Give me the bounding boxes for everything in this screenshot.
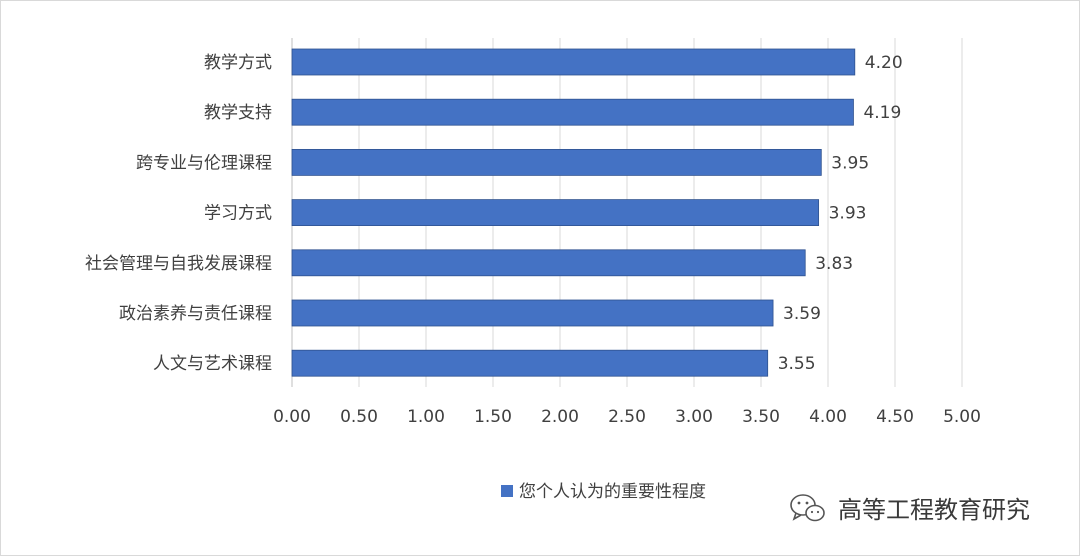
bar: [291, 299, 774, 327]
category-label: 教学支持: [204, 103, 272, 123]
legend-label: 您个人认为的重要性程度: [519, 482, 706, 502]
x-tick-label: 5.00: [943, 407, 981, 427]
x-tick-label: 4.50: [876, 407, 914, 427]
category-label: 学习方式: [204, 204, 272, 224]
category-label: 教学方式: [204, 53, 272, 73]
data-label: 3.59: [783, 304, 821, 324]
x-tick-label: 3.50: [742, 407, 780, 427]
data-label: 3.95: [831, 153, 869, 173]
x-tick-label: 2.50: [608, 407, 646, 427]
bar: [291, 148, 822, 176]
legend: 您个人认为的重要性程度: [501, 482, 706, 502]
bar: [291, 199, 820, 227]
wechat-icon: [790, 494, 825, 522]
category-label: 社会管理与自我发展课程: [85, 254, 272, 274]
data-label: 4.20: [865, 53, 903, 73]
category-label: 政治素养与责任课程: [119, 304, 272, 324]
gridlines: [291, 38, 963, 387]
watermark: 高等工程教育研究: [790, 494, 1030, 524]
category-label: 人文与艺术课程: [153, 354, 272, 374]
legend-swatch: [501, 485, 513, 497]
x-tick-label: 1.00: [407, 407, 445, 427]
bars: [291, 48, 856, 377]
data-label: 3.55: [778, 354, 816, 374]
bar: [291, 98, 854, 126]
bar: [291, 349, 769, 377]
x-tick-label: 0.50: [340, 407, 378, 427]
bar: [291, 249, 806, 277]
x-tick-label: 2.00: [541, 407, 579, 427]
data-labels: 4.20 4.19 3.95 3.93 3.83 3.59 3.55: [778, 53, 903, 374]
bar: [291, 48, 856, 76]
category-label: 跨专业与伦理课程: [136, 153, 272, 173]
data-label: 3.93: [829, 204, 867, 224]
x-tick-label: 0.00: [273, 407, 311, 427]
watermark-text: 高等工程教育研究: [838, 496, 1030, 524]
category-labels: 教学方式教学支持跨专业与伦理课程学习方式社会管理与自我发展课程政治素养与责任课程…: [85, 53, 272, 374]
x-tick-label: 4.00: [809, 407, 847, 427]
x-axis-tick-labels: 0.00 0.50 1.00 1.50 2.00 2.50 3.00 3.50 4.00 4.50…: [273, 407, 981, 427]
data-label: 4.19: [863, 103, 901, 123]
x-tick-label: 1.50: [474, 407, 512, 427]
data-label: 3.83: [815, 254, 853, 274]
x-tick-label: 3.00: [675, 407, 713, 427]
